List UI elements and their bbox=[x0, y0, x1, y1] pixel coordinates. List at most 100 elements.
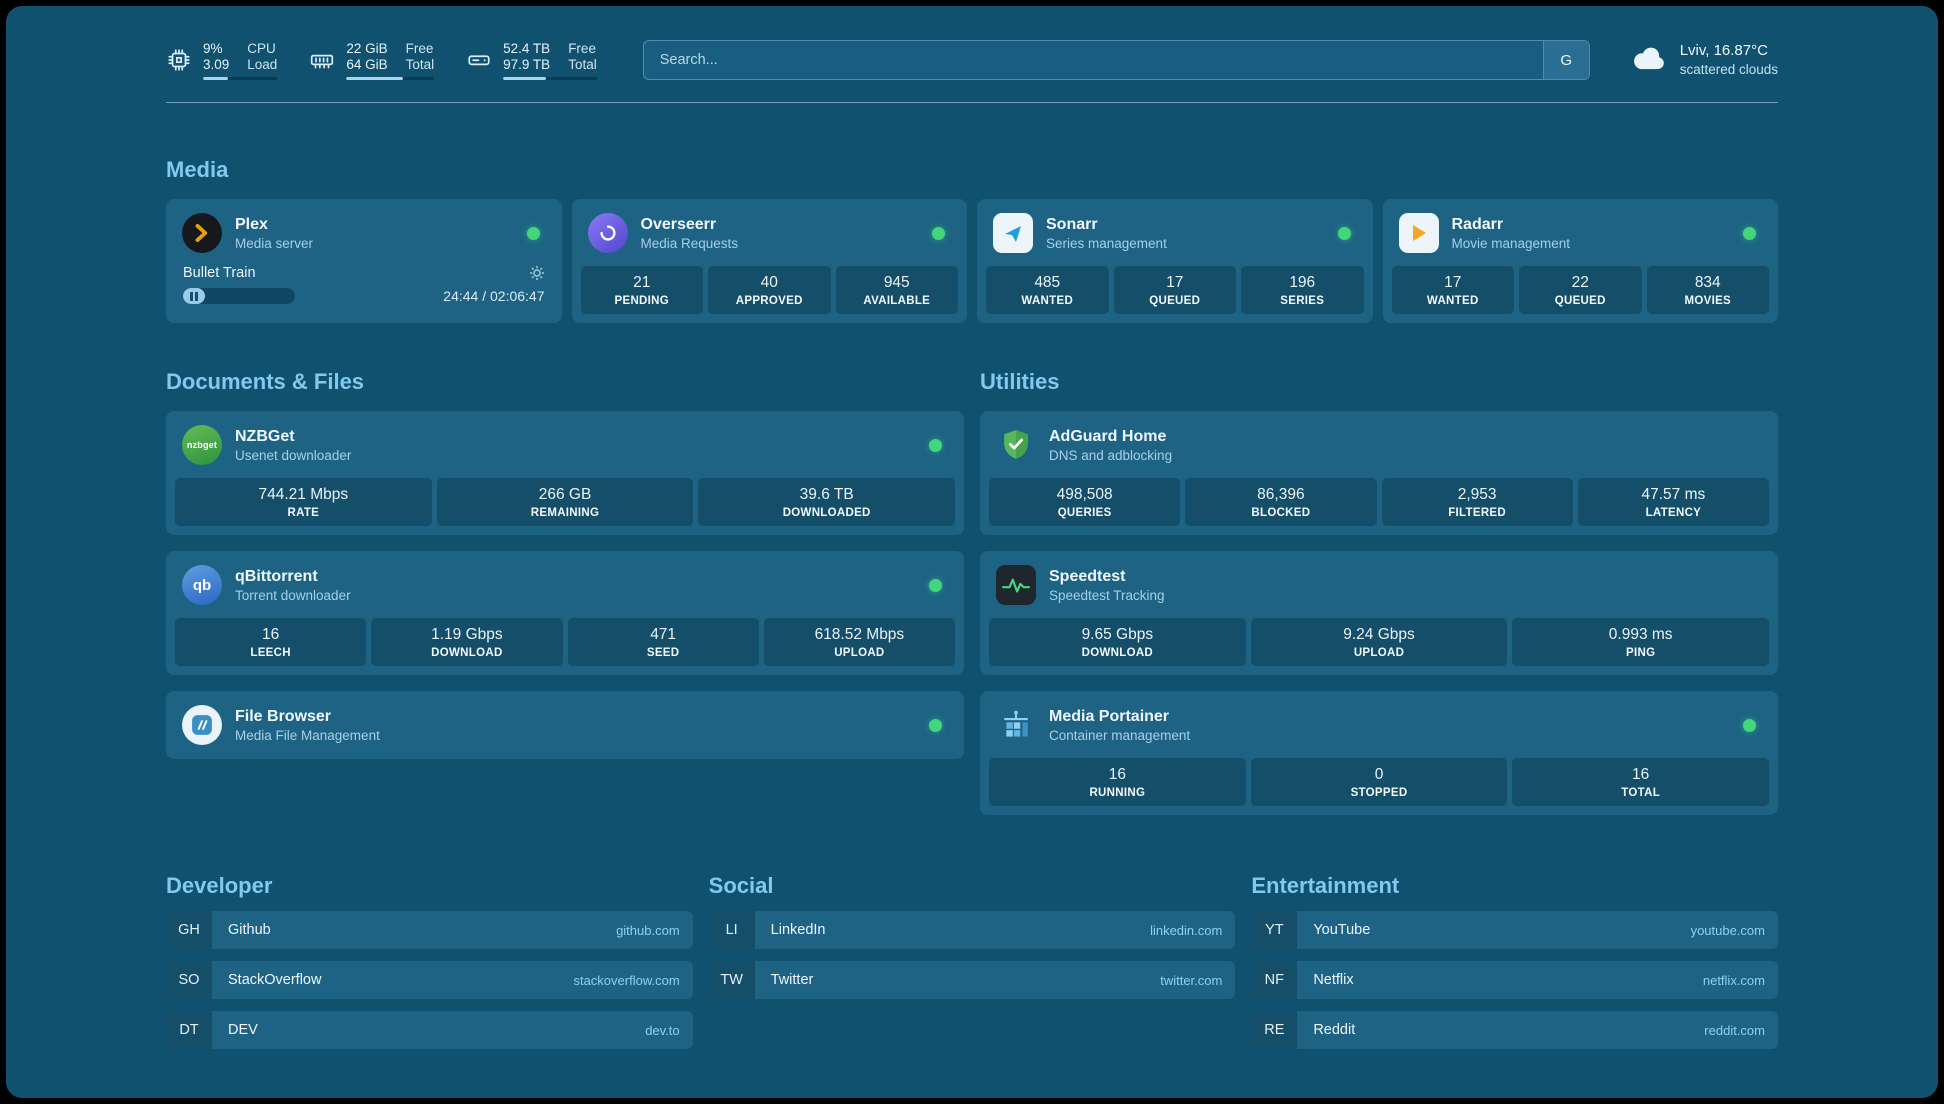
header-divider bbox=[166, 102, 1778, 103]
stat-value: 618.52 Mbps bbox=[814, 626, 905, 643]
overseerr-header[interactable]: Overseerr Media Requests bbox=[581, 208, 959, 258]
plex-header[interactable]: Plex Media server bbox=[175, 208, 553, 258]
plex-text: Plex Media server bbox=[235, 215, 313, 251]
memory-icon bbox=[309, 47, 335, 73]
bookmark-abbr: DT bbox=[166, 1011, 212, 1049]
bookmark-group-social: Social LI LinkedIn linkedin.com TW Twitt… bbox=[708, 873, 1236, 999]
service-card-nzbget[interactable]: nzbget NZBGet Usenet downloader 744.21 M… bbox=[166, 411, 964, 535]
stat-filtered: 2,953 FILTERED bbox=[1381, 478, 1573, 526]
bookmark-abbr: LI bbox=[708, 911, 755, 949]
bookmark-domain: dev.to bbox=[645, 1022, 680, 1038]
filebrowser-icon bbox=[182, 705, 222, 745]
stat-label: QUEUED bbox=[1149, 295, 1201, 307]
stat-value: 1.19 Gbps bbox=[431, 626, 503, 643]
bookmark-domain: linkedin.com bbox=[1150, 922, 1223, 938]
cpu-load-label: Load bbox=[247, 56, 278, 72]
stat-label: RATE bbox=[287, 507, 320, 519]
search-bar[interactable]: G bbox=[642, 40, 1590, 80]
stat-approved: 40 APPROVED bbox=[708, 266, 831, 314]
service-name: NZBGet bbox=[235, 428, 295, 445]
weather-condition: scattered clouds bbox=[1679, 62, 1778, 78]
radarr-header[interactable]: Radarr Movie management bbox=[1392, 208, 1770, 258]
service-card-adguard[interactable]: AdGuard Home DNS and adblocking 498,508 … bbox=[980, 411, 1778, 535]
sonarr-icon bbox=[993, 213, 1033, 253]
stat-value: 16 bbox=[1632, 766, 1650, 783]
stat-value: 9.65 Gbps bbox=[1081, 626, 1154, 643]
bookmark-group-developer: Developer GH Github github.com SO StackO… bbox=[166, 873, 693, 1049]
filebrowser-header[interactable]: File Browser Media File Management bbox=[175, 700, 955, 750]
stat-pending: 21 PENDING bbox=[580, 266, 703, 314]
stat-label: SERIES bbox=[1280, 295, 1325, 307]
bookmark-name: Github bbox=[228, 922, 271, 938]
service-card-speedtest[interactable]: Speedtest Speedtest Tracking 9.65 Gbps D… bbox=[980, 551, 1778, 675]
service-card-sonarr[interactable]: Sonarr Series management 485 WANTED 17 Q… bbox=[977, 199, 1373, 323]
stat-value: 2,953 bbox=[1457, 486, 1497, 503]
service-subtitle: Torrent downloader bbox=[235, 588, 351, 603]
stat-value: 16 bbox=[1108, 766, 1126, 783]
stat-seed: 471 SEED bbox=[567, 618, 759, 666]
service-subtitle: Series management bbox=[1046, 236, 1167, 251]
service-subtitle: Speedtest Tracking bbox=[1049, 588, 1165, 603]
radarr-icon bbox=[1398, 213, 1439, 253]
gear-icon[interactable] bbox=[529, 265, 545, 281]
section-title-documents: Documents & Files bbox=[166, 369, 365, 394]
top-bar: 9% CPU 3.09 Load 22 GiB Free 64 GiB Tota… bbox=[166, 40, 1778, 80]
bookmark-name: StackOverflow bbox=[228, 972, 322, 988]
bookmark-domain: reddit.com bbox=[1704, 1022, 1765, 1038]
qbittorrent-header[interactable]: qb qBittorrent Torrent downloader bbox=[175, 560, 955, 610]
bookmark-stackoverflow[interactable]: SO StackOverflow stackoverflow.com bbox=[166, 961, 693, 999]
bookmark-dev[interactable]: DT DEV dev.to bbox=[166, 1011, 693, 1049]
stat-series: 196 SERIES bbox=[1241, 266, 1364, 314]
search-provider-button[interactable]: G bbox=[1542, 41, 1589, 79]
bookmark-github[interactable]: GH Github github.com bbox=[166, 911, 693, 949]
nzbget-header[interactable]: nzbget NZBGet Usenet downloader bbox=[175, 420, 955, 470]
stat-ping: 0.993 ms PING bbox=[1512, 618, 1770, 666]
service-card-portainer[interactable]: Media Portainer Container management 16 … bbox=[980, 691, 1778, 815]
service-name: Media Portainer bbox=[1049, 708, 1170, 725]
adguard-header[interactable]: AdGuard Home DNS and adblocking bbox=[989, 420, 1769, 470]
stat-value: 0.993 ms bbox=[1608, 626, 1673, 643]
bookmark-domain: netflix.com bbox=[1702, 972, 1765, 988]
bookmark-youtube[interactable]: YT YouTube youtube.com bbox=[1251, 911, 1778, 949]
stat-downloaded: 39.6 TB DOWNLOADED bbox=[698, 478, 956, 526]
stat-queued: 17 QUEUED bbox=[1113, 266, 1236, 314]
stat-download: 9.65 Gbps DOWNLOAD bbox=[989, 618, 1246, 666]
stat-label: FILTERED bbox=[1448, 507, 1507, 519]
bookmark-netflix[interactable]: NF Netflix netflix.com bbox=[1251, 961, 1778, 999]
overseerr-text: Overseerr Media Requests bbox=[641, 215, 739, 251]
status-dot bbox=[1743, 718, 1756, 732]
sonarr-header[interactable]: Sonarr Series management bbox=[986, 208, 1364, 258]
stat-stopped: 0 STOPPED bbox=[1250, 758, 1508, 806]
stat-label: UPLOAD bbox=[834, 647, 885, 659]
service-name: Radarr bbox=[1451, 216, 1504, 233]
search-input[interactable] bbox=[643, 41, 1543, 79]
disk-icon bbox=[466, 47, 492, 73]
stat-label: UPLOAD bbox=[1353, 647, 1405, 659]
bookmark-twitter[interactable]: TW Twitter twitter.com bbox=[708, 961, 1236, 999]
speedtest-header[interactable]: Speedtest Speedtest Tracking bbox=[989, 560, 1769, 610]
portainer-stats: 16 RUNNING 0 STOPPED 16 TOTAL bbox=[989, 758, 1770, 806]
adguard-shield-icon bbox=[996, 425, 1036, 465]
service-name: Plex bbox=[235, 216, 268, 233]
bookmark-abbr: GH bbox=[166, 911, 212, 949]
stat-value: 21 bbox=[633, 274, 651, 291]
service-card-radarr[interactable]: Radarr Movie management 17 WANTED 22 QUE… bbox=[1382, 199, 1778, 323]
bookmark-name: Netflix bbox=[1313, 972, 1354, 988]
portainer-header[interactable]: Media Portainer Container management bbox=[989, 700, 1769, 750]
stat-value: 744.21 Mbps bbox=[258, 486, 349, 503]
service-card-overseerr[interactable]: Overseerr Media Requests 21 PENDING 40 A… bbox=[571, 199, 967, 323]
section-documents: Documents & Files nzbget NZBGet Usenet d… bbox=[166, 369, 964, 759]
bookmark-abbr: RE bbox=[1251, 1011, 1298, 1049]
bookmark-reddit[interactable]: RE Reddit reddit.com bbox=[1251, 1011, 1778, 1049]
filebrowser-text: File Browser Media File Management bbox=[235, 707, 380, 743]
bookmark-linkedin[interactable]: LI LinkedIn linkedin.com bbox=[708, 911, 1236, 949]
disk-total-value: 97.9 TB bbox=[503, 56, 551, 72]
stat-label: DOWNLOAD bbox=[1081, 647, 1154, 659]
speedtest-text: Speedtest Speedtest Tracking bbox=[1049, 567, 1165, 603]
section-media: Media Plex Media server Bullet Train bbox=[166, 157, 1778, 323]
service-card-plex[interactable]: Plex Media server Bullet Train bbox=[166, 199, 562, 323]
service-card-qbittorrent[interactable]: qb qBittorrent Torrent downloader 16 LEE… bbox=[166, 551, 964, 675]
service-card-filebrowser[interactable]: File Browser Media File Management bbox=[166, 691, 964, 759]
section-utilities: Utilities AdGuard Home DNS and adblockin… bbox=[980, 369, 1778, 815]
service-name: File Browser bbox=[235, 708, 332, 725]
